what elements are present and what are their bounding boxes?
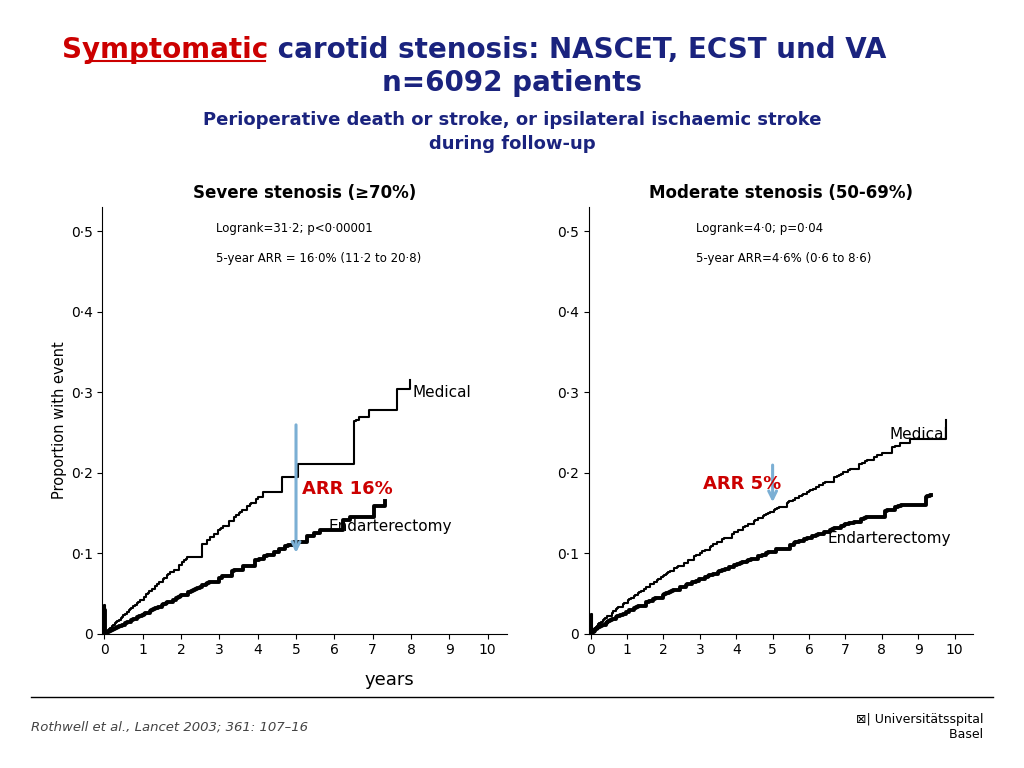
Title: Severe stenosis (≥70%): Severe stenosis (≥70%) — [193, 184, 417, 202]
Text: Logrank=4·0; p=0·04: Logrank=4·0; p=0·04 — [696, 222, 823, 235]
Title: Moderate stenosis (50-69%): Moderate stenosis (50-69%) — [649, 184, 912, 202]
Text: Endarterectomy: Endarterectomy — [827, 531, 950, 546]
Text: carotid stenosis: NASCET, ECST und VA: carotid stenosis: NASCET, ECST und VA — [268, 36, 887, 64]
Text: Perioperative death or stroke, or ipsilateral ischaemic stroke: Perioperative death or stroke, or ipsila… — [203, 111, 821, 129]
Text: Symptomatic: Symptomatic — [62, 36, 268, 64]
Text: ⊠| Universitätsspital
      Basel: ⊠| Universitätsspital Basel — [855, 713, 983, 741]
Text: during follow-up: during follow-up — [429, 134, 595, 153]
Y-axis label: Proportion with event: Proportion with event — [51, 342, 67, 499]
Text: Medical: Medical — [889, 427, 948, 442]
Text: n=6092 patients: n=6092 patients — [382, 69, 642, 97]
Text: 5-year ARR=4·6% (0·6 to 8·6): 5-year ARR=4·6% (0·6 to 8·6) — [696, 252, 871, 265]
Text: Medical: Medical — [413, 385, 472, 400]
Text: Endarterectomy: Endarterectomy — [329, 519, 453, 534]
Text: ARR 16%: ARR 16% — [302, 480, 392, 498]
Text: years: years — [365, 670, 414, 689]
Text: Rothwell et al., Lancet 2003; 361: 107–16: Rothwell et al., Lancet 2003; 361: 107–1… — [31, 721, 308, 733]
Text: ARR 5%: ARR 5% — [703, 475, 781, 492]
Text: 5-year ARR = 16·0% (11·2 to 20·8): 5-year ARR = 16·0% (11·2 to 20·8) — [216, 252, 421, 265]
Text: Logrank=31·2; p<0·00001: Logrank=31·2; p<0·00001 — [216, 222, 373, 235]
